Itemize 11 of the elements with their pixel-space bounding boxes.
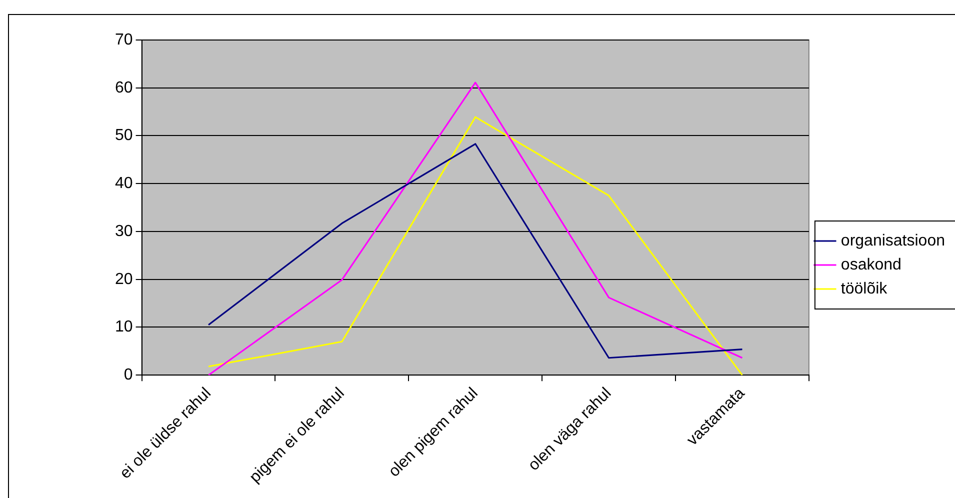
y-tick-label: 60 [115,79,133,96]
legend-label: osakond [840,256,902,274]
y-tick-label: 0 [124,366,133,384]
y-tick-label: 10 [115,318,133,336]
y-tick-label: 40 [115,175,133,192]
legend-label: organisatsioon [840,232,946,250]
y-tick-label: 20 [115,270,133,288]
y-tick-label: 50 [115,127,133,144]
y-tick-label: 30 [115,222,133,240]
y-tick-label: 70 [115,31,133,48]
legend-label: töölõik [840,280,888,298]
